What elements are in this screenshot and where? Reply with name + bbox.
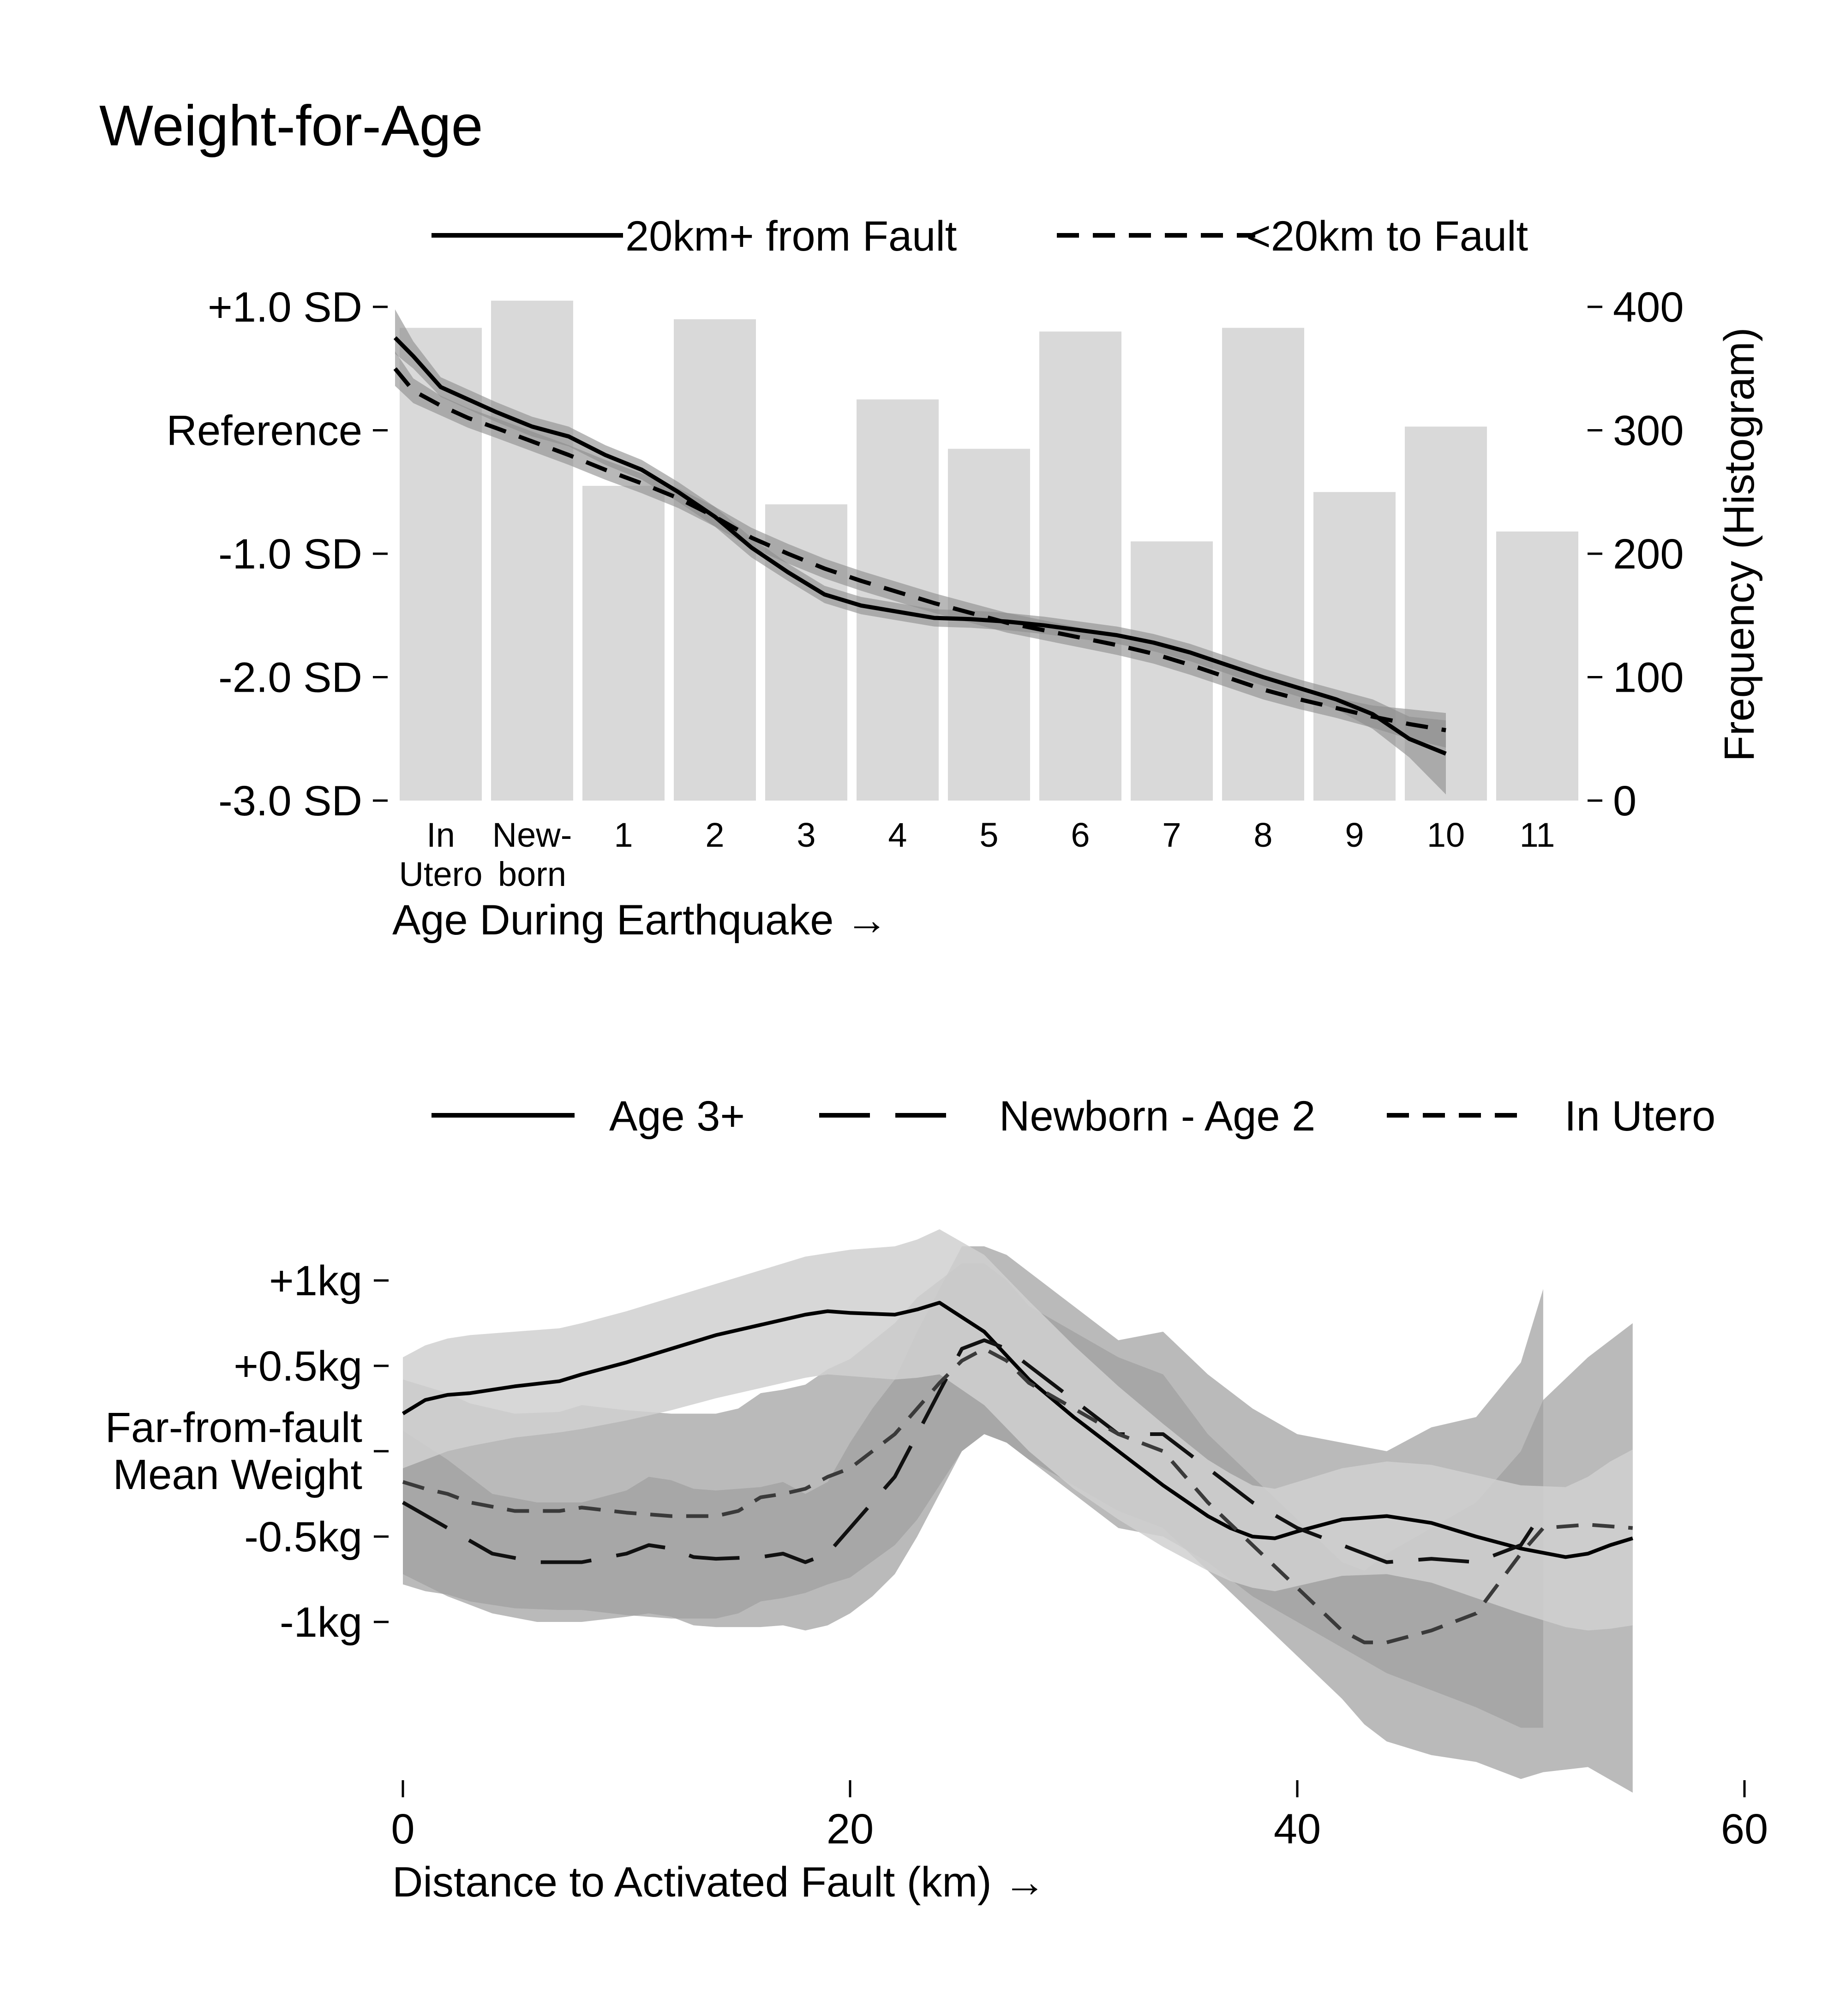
y-tick-label: -1kg <box>280 1599 362 1646</box>
x-tick-label: 8 <box>1253 816 1272 854</box>
histogram-bar <box>582 485 665 801</box>
histogram-bar <box>1039 331 1121 801</box>
x-tick-label: 3 <box>797 816 815 854</box>
histogram-bar <box>674 319 756 801</box>
y-tick-label: Mean Weight <box>113 1451 362 1498</box>
x-tick-label: 0 <box>391 1806 414 1853</box>
histogram-bar <box>491 300 573 801</box>
x-axis: 0 20 40 60 <box>391 1780 1768 1853</box>
legend-top: 20km+ from Fault <20km to Fault <box>432 213 1528 260</box>
y-tick-label: -1.0 SD <box>218 531 362 578</box>
x-tick-label: 9 <box>1345 816 1364 854</box>
x-tick-label: 2 <box>705 816 724 854</box>
x-tick-label: 5 <box>979 816 998 854</box>
ci-bands <box>403 1229 1633 1793</box>
y-tick-label: +1kg <box>269 1257 362 1304</box>
ci-band <box>403 1229 1633 1631</box>
ci-band <box>403 1246 1543 1728</box>
top-x-axis-title: Age During Earthquake → <box>392 897 888 944</box>
y-tick-label: Far-from-fault <box>105 1404 362 1451</box>
y-tick-label: -3.0 SD <box>218 778 362 825</box>
x-tick-label: 10 <box>1427 816 1465 854</box>
figure-title: Weight-for-Age <box>99 94 483 158</box>
x-tick-label: 1 <box>614 816 633 854</box>
x-tick-label: 7 <box>1162 816 1181 854</box>
legend-label: <20km to Fault <box>1246 213 1528 260</box>
x-tick-label: born <box>498 855 566 893</box>
y2-tick-label: 200 <box>1613 531 1684 578</box>
x-tick-label: 4 <box>888 816 907 854</box>
x-tick-label: 11 <box>1520 816 1555 854</box>
y-axis-left: +1.0 SD Reference -1.0 SD -2.0 SD -3.0 SD <box>167 284 388 825</box>
series-lines <box>393 336 1447 756</box>
legend-label: 20km+ from Fault <box>625 213 957 260</box>
legend-label: Newborn - Age 2 <box>999 1093 1315 1140</box>
x-tick-label: 40 <box>1274 1806 1321 1853</box>
legend-bottom: Age 3+ Newborn - Age 2 In Utero <box>432 1093 1715 1140</box>
y2-tick-label: 300 <box>1613 407 1684 455</box>
x-tick-label: Utero <box>399 855 483 893</box>
series-line <box>402 1347 1633 1645</box>
series-line <box>393 367 1446 732</box>
y-tick-label: -0.5kg <box>244 1513 362 1561</box>
y-tick-label: +1.0 SD <box>208 284 362 331</box>
legend-label: Age 3+ <box>609 1093 745 1140</box>
series-line <box>402 1338 1545 1564</box>
x-tick-label: New- <box>492 816 572 854</box>
histogram-bar <box>1496 531 1578 801</box>
series-lines <box>402 1301 1633 1645</box>
y-tick-label: Reference <box>167 407 362 455</box>
y2-tick-label: 100 <box>1613 654 1684 701</box>
histogram-bar <box>1313 492 1396 801</box>
y-axis-right: 400 300 200 100 0 <box>1588 284 1684 825</box>
y2-tick-label: 0 <box>1613 778 1636 825</box>
top-y2-axis-title: Frequency (Histogram) <box>1716 328 1763 762</box>
x-tick-label: 60 <box>1721 1806 1768 1853</box>
y2-tick-label: 400 <box>1613 284 1684 331</box>
y-tick-label: +0.5kg <box>234 1343 362 1390</box>
y-tick-label: -2.0 SD <box>218 654 362 701</box>
x-tick-label: 20 <box>827 1806 874 1853</box>
histogram-bar <box>1222 328 1304 801</box>
ci-band <box>403 1263 1633 1793</box>
series-line <box>393 336 1447 756</box>
legend-label: In Utero <box>1564 1093 1715 1140</box>
x-tick-label: In <box>426 816 455 854</box>
bottom-x-axis-title: Distance to Activated Fault (km) → <box>392 1859 1046 1906</box>
x-tick-label: 6 <box>1071 816 1090 854</box>
series-line <box>402 1301 1633 1559</box>
